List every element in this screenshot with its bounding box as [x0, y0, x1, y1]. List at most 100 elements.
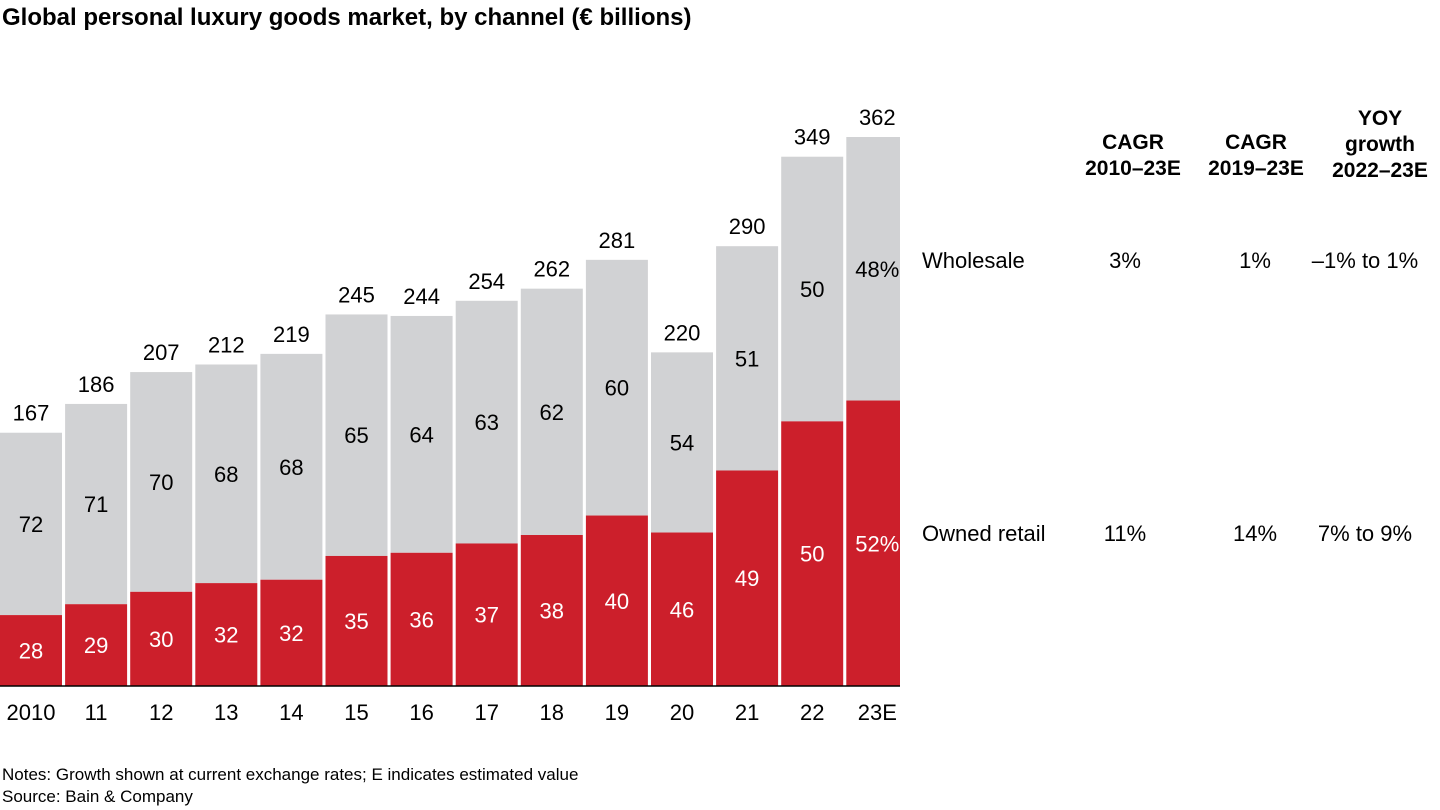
- bar-wholesale-11: [65, 403, 128, 605]
- label-owned-retail-16: 36: [409, 607, 433, 632]
- label-owned-retail-13: 32: [214, 623, 238, 648]
- bar-wholesale-16: [390, 315, 453, 553]
- header-line: YOY: [1357, 107, 1403, 130]
- x-tick-11: 11: [85, 700, 108, 725]
- bar-wholesale-18: [520, 288, 583, 536]
- footnotes: Notes: Growth shown at current exchange …: [2, 764, 578, 808]
- total-label-2010: 167: [13, 401, 50, 426]
- label-wholesale-11: 71: [84, 492, 108, 517]
- bar-wholesale-13: [195, 364, 258, 584]
- total-label-21: 290: [729, 214, 766, 239]
- bar-wholesale-20: [651, 352, 713, 533]
- bar-wholesale-17: [455, 300, 518, 544]
- x-tick-17: 17: [474, 700, 498, 725]
- cell-owned-cagr-2019: 14%: [1232, 521, 1278, 546]
- header-line: 2022–23E: [1332, 159, 1428, 182]
- notes-text: Notes: Growth shown at current exchange …: [2, 765, 579, 784]
- total-label-12: 207: [143, 340, 180, 365]
- bar-owned-retail-17: [455, 543, 518, 686]
- bar-wholesale-2010: [0, 432, 62, 616]
- total-label-16: 244: [403, 284, 440, 309]
- label-owned-retail-19: 40: [605, 589, 629, 614]
- label-owned-retail-2010: 28: [19, 639, 43, 664]
- total-label-22: 349: [794, 125, 831, 150]
- label-wholesale-16: 64: [409, 422, 433, 447]
- bar-owned-retail-21: [716, 470, 779, 686]
- label-owned-retail-22: 50: [800, 542, 824, 567]
- source-text: Source: Bain & Company: [2, 787, 193, 806]
- x-tick-14: 14: [279, 700, 303, 725]
- bar-wholesale-14: [260, 353, 323, 580]
- header-line: CAGR: [1225, 131, 1287, 154]
- table-header-cagr-2019-23: CAGR 2019–23E: [1186, 130, 1326, 182]
- bar-wholesale-19: [585, 259, 648, 516]
- label-wholesale-12: 70: [149, 470, 173, 495]
- x-tick-19: 19: [605, 700, 629, 725]
- bar-owned-retail-20: [651, 532, 713, 686]
- table-header-cagr-2010-23: CAGR 2010–23E: [1063, 130, 1203, 182]
- chart-title: Global personal luxury goods market, by …: [2, 4, 692, 31]
- label-owned-retail-20: 46: [670, 597, 694, 622]
- total-label-20: 220: [664, 320, 701, 345]
- header-line: CAGR: [1102, 131, 1164, 154]
- x-tick-22: 22: [800, 700, 824, 725]
- x-tick-12: 12: [149, 700, 173, 725]
- bar-owned-retail-13: [195, 583, 258, 686]
- label-wholesale-21: 51: [735, 346, 759, 371]
- row-label-owned-retail: Owned retail: [922, 521, 1046, 546]
- label-wholesale-13: 68: [214, 462, 238, 487]
- total-label-11: 186: [78, 372, 115, 397]
- cell-wholesale-cagr-2010: 3%: [1109, 248, 1141, 273]
- label-owned-retail-18: 38: [540, 599, 564, 624]
- label-wholesale-2010: 72: [19, 512, 43, 537]
- bar-owned-retail-15: [325, 555, 388, 686]
- bar-owned-retail-16: [390, 552, 453, 686]
- bar-wholesale-12: [130, 372, 193, 592]
- total-label-18: 262: [533, 257, 570, 282]
- cell-owned-cagr-2010: 11%: [1103, 521, 1147, 546]
- bar-owned-retail-14: [260, 579, 323, 686]
- cell-wholesale-yoy: –1% to 1%: [1311, 248, 1419, 273]
- total-label-13: 212: [208, 332, 245, 357]
- label-wholesale-15: 65: [344, 423, 368, 448]
- bar-wholesale-23E: [846, 137, 900, 401]
- header-line: growth: [1345, 133, 1415, 156]
- x-tick-18: 18: [540, 700, 564, 725]
- cell-wholesale-cagr-2019: 1%: [1239, 248, 1271, 273]
- row-label-wholesale: Wholesale: [922, 248, 1025, 273]
- label-owned-retail-23E: 52%: [855, 531, 899, 556]
- bar-owned-retail-23E: [846, 400, 900, 686]
- bar-wholesale-15: [325, 314, 388, 556]
- x-tick-21: 21: [735, 700, 759, 725]
- x-tick-15: 15: [344, 700, 368, 725]
- x-tick-23E: 23E: [858, 700, 897, 725]
- bar-wholesale-21: [716, 246, 779, 471]
- bar-owned-retail-2010: [0, 615, 62, 686]
- label-wholesale-20: 54: [670, 430, 694, 455]
- label-wholesale-22: 50: [800, 277, 824, 302]
- header-line: 2019–23E: [1208, 157, 1304, 180]
- label-wholesale-17: 63: [474, 410, 498, 435]
- bar-owned-retail-22: [781, 421, 844, 686]
- table-header-yoy-growth: YOY growth 2022–23E: [1310, 106, 1440, 184]
- total-label-14: 219: [273, 322, 310, 347]
- x-tick-16: 16: [409, 700, 433, 725]
- header-line: 2010–23E: [1085, 157, 1181, 180]
- label-wholesale-19: 60: [605, 376, 629, 401]
- total-label-15: 245: [338, 282, 375, 307]
- bar-owned-retail-18: [520, 535, 583, 686]
- label-owned-retail-11: 29: [84, 633, 108, 658]
- label-wholesale-23E: 48%: [855, 257, 899, 282]
- label-owned-retail-12: 30: [149, 627, 173, 652]
- label-owned-retail-15: 35: [344, 609, 368, 634]
- label-owned-retail-17: 37: [474, 603, 498, 628]
- label-wholesale-14: 68: [279, 455, 303, 480]
- bar-owned-retail-12: [130, 591, 193, 686]
- cell-owned-yoy: 7% to 9%: [1317, 521, 1413, 546]
- x-tick-2010: 2010: [7, 700, 56, 725]
- label-owned-retail-21: 49: [735, 566, 759, 591]
- bar-wholesale-22: [781, 156, 844, 422]
- total-label-17: 254: [468, 269, 505, 294]
- bar-owned-retail-19: [585, 515, 648, 686]
- label-wholesale-18: 62: [540, 400, 564, 425]
